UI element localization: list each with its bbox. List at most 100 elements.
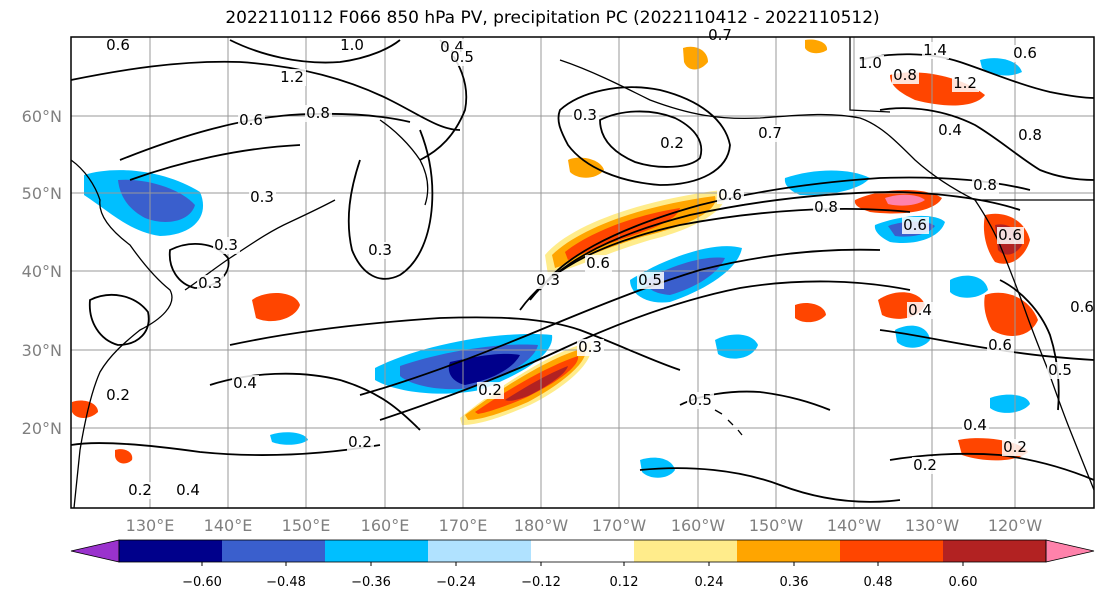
colorbar-tick-label: 0.60 <box>949 575 978 590</box>
colorbar-tick-label: 0.12 <box>610 575 639 590</box>
contour-label-bg <box>937 122 964 139</box>
contour-label: 0.4 <box>176 481 200 499</box>
contour-label-bg <box>249 189 276 206</box>
neg-anomaly-west-core <box>118 179 195 222</box>
contour-label-bg <box>347 434 374 451</box>
neg-anomaly-small-6 <box>895 325 930 348</box>
contour-t <box>879 107 1095 181</box>
contour-label: 0.6 <box>586 254 610 272</box>
contour-label-bg <box>367 242 394 259</box>
contour-r <box>889 452 1095 481</box>
contour-label: 0.3 <box>578 338 602 356</box>
contour-e <box>359 248 881 396</box>
colorbar-segment <box>531 540 635 562</box>
contour-label: 0.5 <box>450 48 474 66</box>
colorbar-tick-label: 0.48 <box>864 575 893 590</box>
colorbar-segment <box>840 540 944 562</box>
contour-label-bg <box>585 255 612 272</box>
contour-label: 0.7 <box>758 124 782 142</box>
contour-w <box>999 279 1060 411</box>
contour-label-bg <box>907 302 934 319</box>
contour-label-bg <box>912 457 939 474</box>
contour-label: 0.2 <box>660 134 684 152</box>
colorbar-arrow-right <box>1045 539 1095 563</box>
colorbar-tick-label: −0.36 <box>351 575 391 590</box>
contour-label: 0.2 <box>1003 438 1027 456</box>
colorbar-tick-label: −0.24 <box>436 575 476 590</box>
coast-asia <box>70 159 173 509</box>
pos-anomaly-band-south-core <box>475 356 579 414</box>
contour-label: 0.5 <box>688 391 712 409</box>
contour-label: 0.8 <box>893 66 917 84</box>
contour-label: 0.7 <box>708 26 732 44</box>
contour-label-bg <box>305 105 332 122</box>
contour-label-bg <box>997 227 1024 244</box>
contour-label-bg <box>1047 362 1074 379</box>
contour-label: 0.6 <box>903 216 927 234</box>
map-frame <box>70 36 1095 509</box>
colorbar-segment <box>634 540 738 562</box>
contour-b <box>529 191 1021 301</box>
contour-label-bg <box>1002 439 1029 456</box>
contour-m <box>599 110 703 168</box>
neg-anomaly-small-3 <box>990 394 1030 413</box>
contour-label: 0.6 <box>998 226 1022 244</box>
coast-japan <box>184 199 336 291</box>
contour-label: 0.6 <box>106 36 130 54</box>
pos-anomaly-west <box>252 293 300 322</box>
contour-label: 1.2 <box>280 68 304 86</box>
contour-label: 0.4 <box>908 301 932 319</box>
colorbar-tick-label: −0.60 <box>182 575 222 590</box>
contour-label-bg <box>659 135 686 152</box>
contour-label: 0.2 <box>106 386 130 404</box>
contour-h <box>70 60 461 131</box>
contour-label: 1.0 <box>340 36 364 54</box>
contour-label-bg <box>1017 127 1044 144</box>
contour-q <box>639 467 901 503</box>
neg-anomaly-small-2 <box>640 457 675 478</box>
pos-anomaly-small-3 <box>115 449 133 464</box>
contour-s <box>859 53 1095 99</box>
border-alaska <box>849 37 891 113</box>
contour-label-bg <box>279 69 306 86</box>
pos-anomaly-mid-2 <box>795 303 826 323</box>
pos-anomaly-east-top-peak <box>885 194 925 206</box>
contour-label-bg <box>952 75 979 92</box>
contour-label: 0.2 <box>128 481 152 499</box>
contour-label-bg <box>687 392 714 409</box>
contour-label-bg <box>857 55 884 72</box>
lat-label: 50°N <box>22 184 62 203</box>
contour-label: 0.5 <box>1048 361 1072 379</box>
contour-label-bg <box>339 37 366 54</box>
lat-label: 40°N <box>22 262 62 281</box>
colorbar-tick-label: −0.12 <box>521 575 561 590</box>
lon-label: 160°E <box>361 516 410 535</box>
lon-label: 150°W <box>749 516 804 535</box>
pos-anomaly-small-2 <box>683 46 708 70</box>
contour-o <box>88 293 150 346</box>
lon-label: 160°W <box>671 516 726 535</box>
pos-anomaly-small-5 <box>805 39 828 54</box>
colorbar-segment <box>428 540 532 562</box>
contour-label: 0.3 <box>198 274 222 292</box>
contour-label: 0.4 <box>938 121 962 139</box>
lat-label: 60°N <box>22 107 62 126</box>
contour-p <box>70 442 381 456</box>
colorbar-segment <box>222 540 326 562</box>
contour-y <box>229 39 401 64</box>
contour-a <box>539 176 1031 291</box>
lon-label: 170°W <box>592 516 647 535</box>
contour-label-bg <box>238 112 265 129</box>
colorbar-tick-label: 0.24 <box>695 575 724 590</box>
coast-na-west <box>974 199 1095 491</box>
contour-label: 0.3 <box>368 241 392 259</box>
neg-anomaly-small-4 <box>270 432 308 445</box>
pv-contours <box>70 39 1095 503</box>
contour-label: 0.4 <box>233 374 257 392</box>
lat-label: 30°N <box>22 341 62 360</box>
contour-label-bg <box>1069 299 1096 316</box>
contour-label-bg <box>105 387 132 404</box>
contour-label: 0.2 <box>348 433 372 451</box>
contour-label-bg <box>707 27 734 44</box>
